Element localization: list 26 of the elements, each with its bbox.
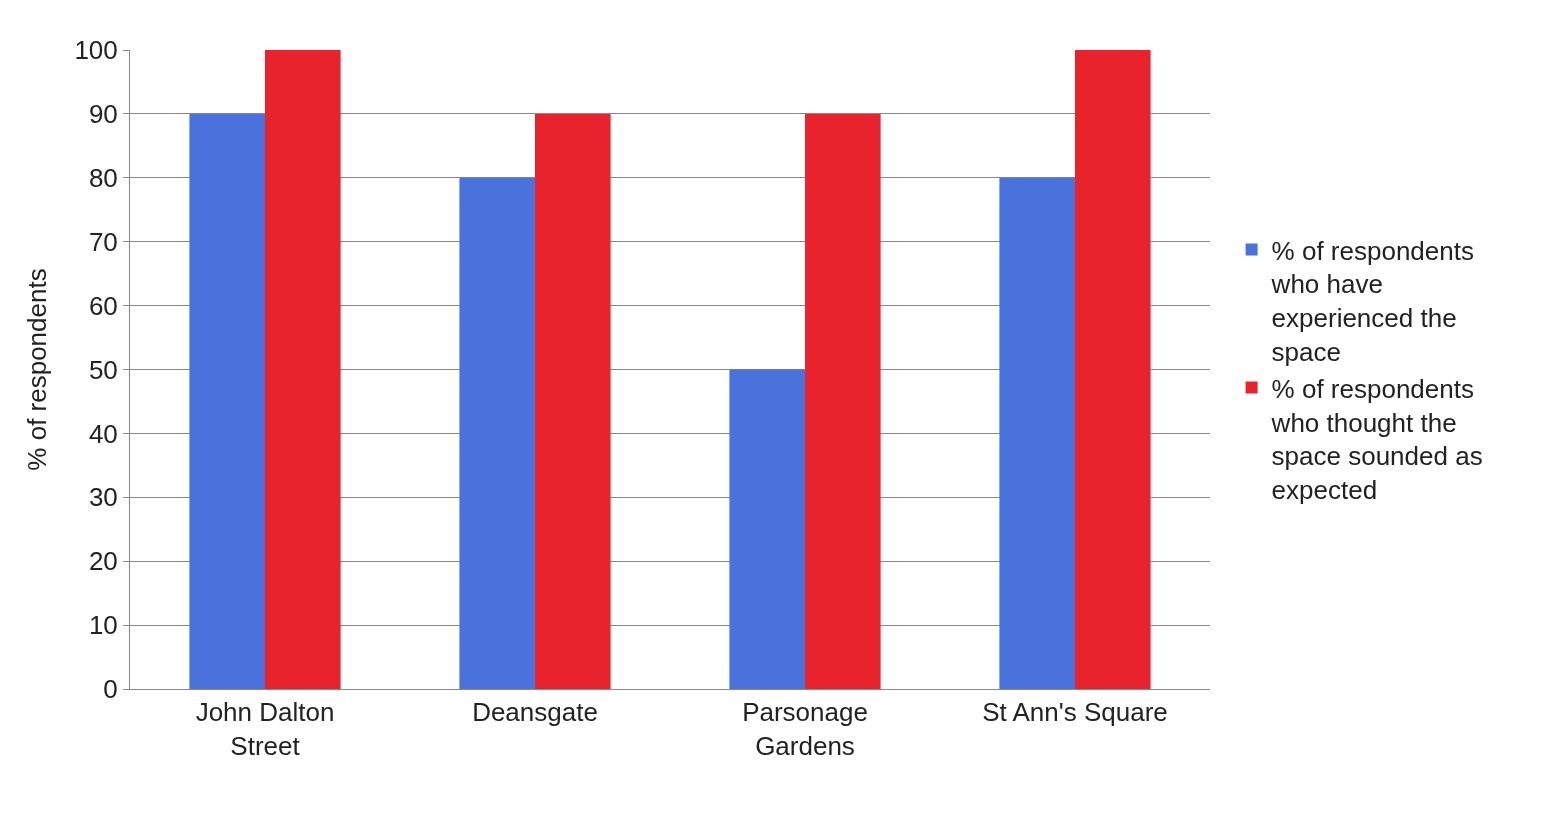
legend-label: % of respondents who thought the space sounded as expected	[1270, 373, 1483, 506]
x-tick-label: Parsonage Gardens	[742, 697, 868, 761]
legend-label: % of respondents who have experienced the space	[1270, 235, 1474, 367]
y-axis-title: % of respondents	[21, 268, 52, 471]
bar	[265, 50, 341, 689]
y-tick-label: 70	[88, 226, 118, 257]
y-tick-label: 100	[74, 35, 118, 66]
y-tick-label: 60	[88, 290, 118, 321]
y-tick-label: 0	[103, 674, 118, 705]
bar	[1075, 50, 1151, 689]
x-tick-label: St Ann's Square	[982, 697, 1168, 728]
bar	[805, 113, 881, 689]
y-tick-label: 50	[88, 354, 118, 385]
y-tick-label: 40	[88, 418, 118, 449]
bar	[189, 113, 265, 689]
y-tick-label: 90	[88, 99, 118, 129]
x-tick-label: Deansgate	[472, 697, 598, 728]
bar	[459, 177, 535, 689]
bar	[999, 177, 1075, 689]
y-tick-label: 80	[88, 162, 118, 193]
bar	[729, 369, 805, 689]
y-tick-label: 30	[88, 482, 118, 513]
bar	[535, 113, 611, 689]
y-tick-label: 20	[88, 546, 118, 577]
y-tick-label: 10	[88, 610, 118, 641]
x-tick-label: John Dalton Street	[195, 697, 335, 761]
